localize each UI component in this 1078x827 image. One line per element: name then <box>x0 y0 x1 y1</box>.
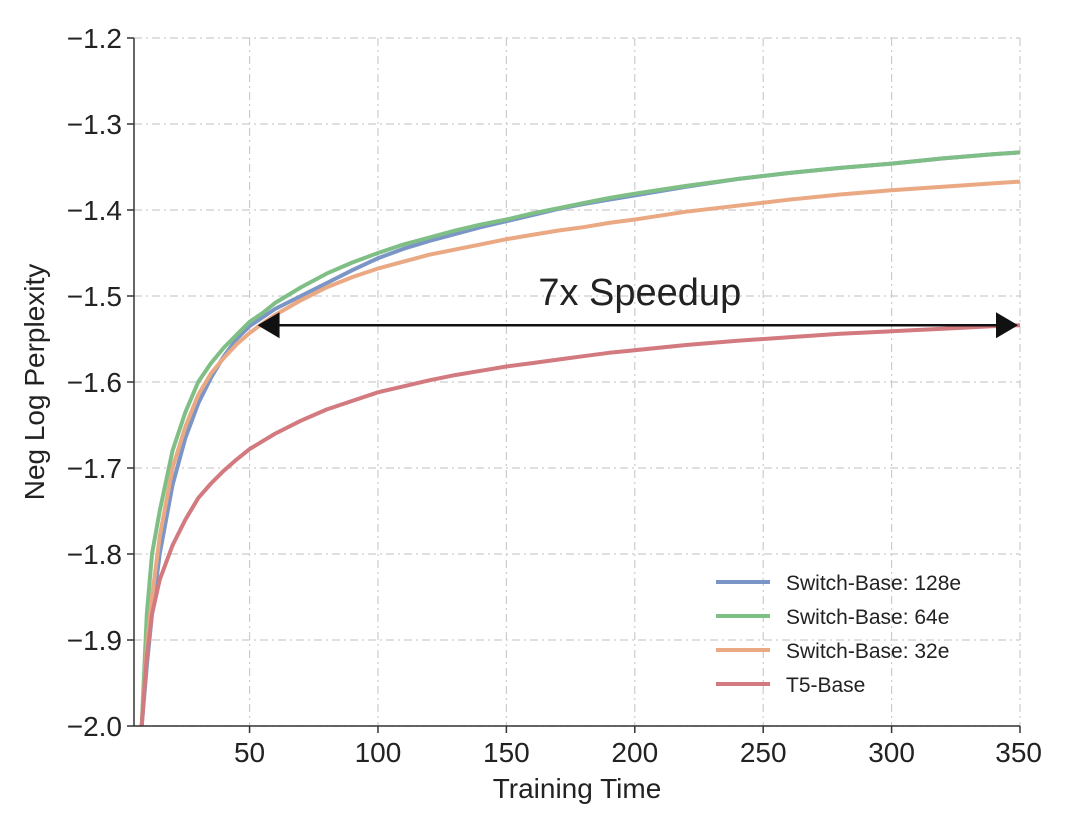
x-tick-label: 250 <box>740 737 787 768</box>
y-tick-label: −2.0 <box>67 711 122 742</box>
speedup-arrow-left-head <box>257 312 280 339</box>
series-line-3 <box>139 323 1020 726</box>
legend: Switch-Base: 128e Switch-Base: 64e Switch-… <box>716 572 961 697</box>
legend-label-2: Switch-Base: 32e <box>786 640 949 663</box>
y-tick-label: −1.2 <box>67 23 122 54</box>
x-tick-label: 350 <box>995 737 1042 768</box>
y-tick-label: −1.5 <box>67 281 122 312</box>
x-axis-label: Training Time <box>493 773 662 804</box>
x-tick-label: 300 <box>868 737 915 768</box>
annotation: 7x Speedup <box>257 272 1018 339</box>
y-tick-label: −1.9 <box>67 625 122 656</box>
y-tick-label: −1.8 <box>67 539 122 570</box>
legend-label-1: Switch-Base: 64e <box>786 606 949 629</box>
y-axis-label: Neg Log Perplexity <box>19 264 50 501</box>
x-tick-label: 50 <box>234 737 265 768</box>
speedup-annotation-text: 7x Speedup <box>538 272 741 314</box>
x-tick-label: 100 <box>355 737 402 768</box>
y-tick-label: −1.3 <box>67 109 122 140</box>
y-tick-label: −1.4 <box>67 195 122 226</box>
series-group <box>139 150 1020 726</box>
axes: −2.0 −1.9 −1.8 −1.7 −1.6 −1.5 −1.4 −1.3 −1.2 50 10… <box>67 23 1042 768</box>
series-line-1 <box>139 150 1020 726</box>
y-tick-label: −1.6 <box>67 367 122 398</box>
speedup-arrow-right-head <box>996 312 1018 339</box>
y-tick-label: −1.7 <box>67 453 122 484</box>
series-line-2 <box>139 179 1020 726</box>
x-tick-label: 150 <box>483 737 530 768</box>
legend-label-0: Switch-Base: 128e <box>786 572 961 595</box>
x-tick-label: 200 <box>611 737 658 768</box>
legend-label-3: T5-Base <box>786 674 865 697</box>
